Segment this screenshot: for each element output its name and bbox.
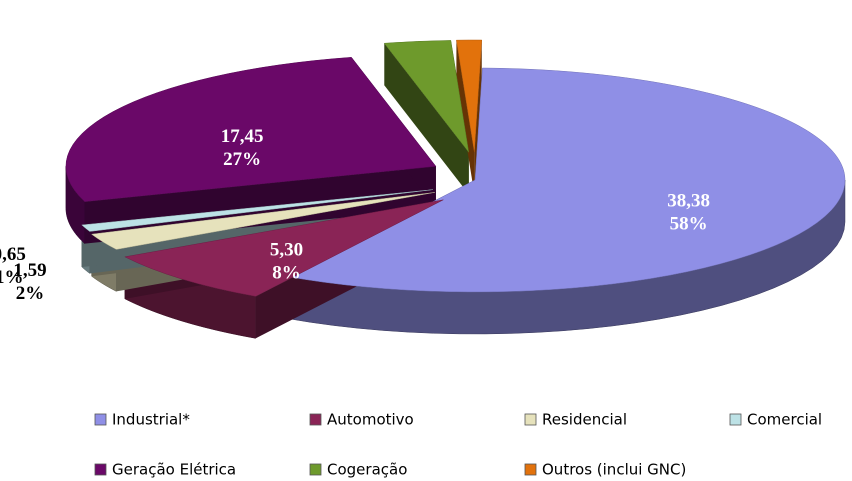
legend-swatch xyxy=(524,463,537,476)
legend-swatch xyxy=(94,463,107,476)
slice-wall xyxy=(456,40,475,195)
slice xyxy=(286,67,846,293)
legend-swatch xyxy=(729,413,742,426)
slice xyxy=(81,189,433,232)
percent-label: 58% xyxy=(670,214,708,235)
legend-label: Residencial xyxy=(542,411,627,429)
legend-swatch xyxy=(309,413,322,426)
legend-swatch xyxy=(524,413,537,426)
value-label: 5,30 xyxy=(270,240,303,261)
legend-label: Geração Elétrica xyxy=(112,461,236,479)
slice xyxy=(456,39,483,153)
legend-label: Outros (inclui GNC) xyxy=(542,461,686,479)
legend-label: Cogeração xyxy=(327,461,407,479)
value-label: 1,59 xyxy=(13,260,46,281)
slice-wall xyxy=(474,40,482,195)
percent-label: 1% xyxy=(0,267,23,288)
legend-label: Comercial xyxy=(747,411,822,429)
slice xyxy=(383,40,470,153)
slice-tops xyxy=(65,39,846,297)
legend-swatch xyxy=(94,413,107,426)
legend-swatch xyxy=(309,463,322,476)
percent-label: 8% xyxy=(272,263,301,284)
legend-label: Industrial* xyxy=(112,411,190,429)
data-labels: 38,3858%5,308%1,592%0,651%17,4527%1,913%… xyxy=(0,126,710,305)
slice-wall xyxy=(384,43,469,195)
slice xyxy=(65,57,437,202)
value-label: 38,38 xyxy=(667,191,710,212)
percent-label: 27% xyxy=(223,149,261,170)
value-label: 0,65 xyxy=(0,244,26,265)
value-label: 17,45 xyxy=(221,126,264,147)
legend-label: Automotivo xyxy=(327,411,414,429)
percent-label: 2% xyxy=(16,283,45,304)
slice xyxy=(90,192,435,250)
slice xyxy=(124,199,444,297)
